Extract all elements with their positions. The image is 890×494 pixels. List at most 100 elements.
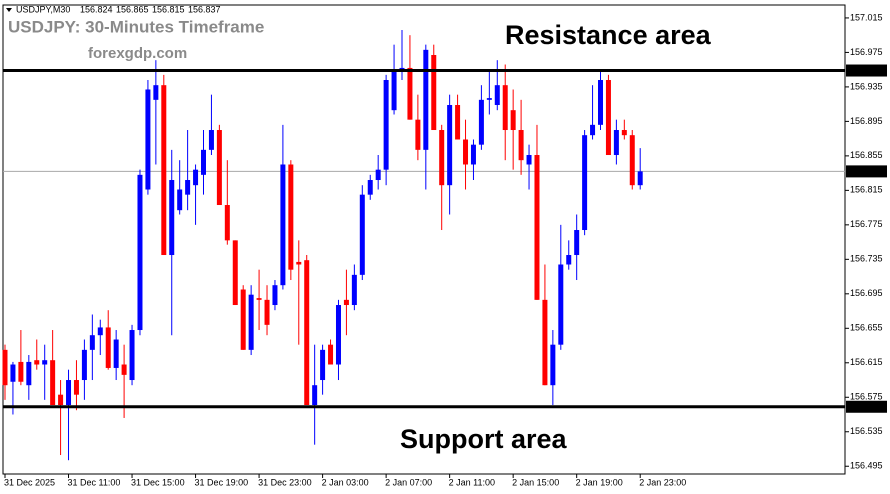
candle-body (526, 155, 532, 165)
candle-body (613, 130, 619, 156)
subtitle: forexgdp.com (88, 45, 187, 62)
candle-body (637, 171, 643, 186)
candle-body (193, 169, 199, 186)
candle-body (312, 385, 318, 406)
candle-body (216, 130, 222, 206)
y-tick-label: 156.815 (850, 185, 883, 195)
candle-body (2, 349, 8, 386)
y-tick-label: 156.895 (850, 116, 883, 126)
y-tick-label: 156.975 (850, 47, 883, 57)
y-tick-label: 156.495 (850, 461, 883, 471)
candle-body (153, 85, 159, 100)
candle-body (391, 69, 397, 111)
candle-body (621, 130, 627, 136)
y-tick-label: 156.695 (850, 288, 883, 298)
candle-body (415, 119, 421, 150)
chart-title: USDJPY: 30-Minutes Timeframe (8, 17, 264, 36)
candle-body (407, 67, 413, 120)
x-tick-label: 2 Jan 19:00 (576, 477, 623, 487)
y-tick-label: 156.615 (850, 357, 883, 367)
candle-body (248, 294, 254, 350)
candle-body (463, 139, 469, 165)
candle-body (335, 305, 341, 365)
candle-body (439, 130, 445, 186)
candle-body (137, 174, 143, 331)
candle-body (177, 189, 183, 211)
y-tick-label: 156.935 (850, 81, 883, 91)
candle-body (304, 260, 310, 406)
candle-body (320, 349, 326, 381)
current-price-label: 156.837 (849, 166, 882, 176)
candle-body (383, 80, 389, 170)
candle-body (296, 261, 302, 265)
plot-frame (2, 4, 846, 475)
candle-body (582, 135, 588, 231)
y-tick-label: 156.855 (850, 150, 883, 160)
candle-body (58, 394, 64, 406)
candle-body (145, 89, 151, 190)
candle-body (201, 149, 206, 175)
candle-body (510, 110, 516, 131)
annotation: Support area (400, 424, 568, 454)
candle-body (161, 85, 167, 256)
candle-body (399, 67, 405, 70)
symbol: USDJPY,M30 (16, 4, 70, 14)
candle-body (129, 330, 135, 381)
x-tick-label: 2 Jan 11:00 (449, 477, 495, 487)
candle-body (518, 130, 524, 161)
x-tick-label: 2 Jan 07:00 (385, 477, 432, 487)
candle-body (534, 155, 540, 300)
candle-body (455, 105, 461, 140)
candle-body (550, 344, 556, 386)
candle-body (494, 85, 500, 106)
candle-body (351, 274, 357, 306)
candle-body (288, 164, 294, 270)
candle-body (26, 361, 32, 386)
candle-body (185, 180, 191, 195)
candle-body (423, 49, 429, 150)
x-tick-label: 31 Dec 19:00 (195, 477, 249, 487)
x-tick-label: 2 Jan 23:00 (639, 477, 686, 487)
ohlc-high: 156.865 (116, 4, 149, 14)
candle-body (598, 80, 603, 125)
candle-body (42, 360, 48, 365)
candle-body (558, 264, 564, 345)
candle-body (478, 99, 484, 145)
candle-body (470, 144, 476, 165)
candle-body (121, 364, 127, 375)
candle-body (280, 164, 286, 286)
candle-body (343, 299, 349, 306)
candle-body (10, 364, 16, 382)
x-tick-label: 31 Dec 11:00 (68, 477, 121, 487)
candle-body (502, 85, 508, 131)
candle-body (169, 180, 175, 256)
candle-body (375, 169, 381, 181)
ohlc-low: 156.815 (152, 4, 185, 14)
candle-body (328, 344, 334, 365)
y-tick-label: 156.735 (850, 254, 883, 264)
candle-body (431, 55, 437, 131)
level-label-box (846, 400, 887, 413)
level-label-box (846, 64, 887, 77)
candle-body (272, 285, 278, 306)
level-label: 156.954 (849, 65, 882, 75)
candle-body (73, 380, 79, 395)
current-price-box (846, 165, 887, 178)
candle-body (447, 105, 453, 186)
ohlc-open: 156.824 (80, 4, 113, 14)
candle-body (34, 360, 40, 365)
candle-body (232, 240, 238, 306)
x-tick-label: 2 Jan 03:00 (322, 477, 369, 487)
candle-body (50, 360, 56, 406)
candle-body (629, 135, 635, 186)
candle-body (81, 349, 87, 381)
candle-body (574, 230, 580, 256)
x-tick-label: 2 Jan 15:00 (512, 477, 559, 487)
candle-body (367, 180, 373, 195)
candle-body (224, 205, 230, 241)
x-tick-label: 31 Dec 23:00 (258, 477, 312, 487)
candle-body (486, 98, 492, 100)
candle-body (208, 130, 214, 150)
candle-body (89, 335, 95, 350)
